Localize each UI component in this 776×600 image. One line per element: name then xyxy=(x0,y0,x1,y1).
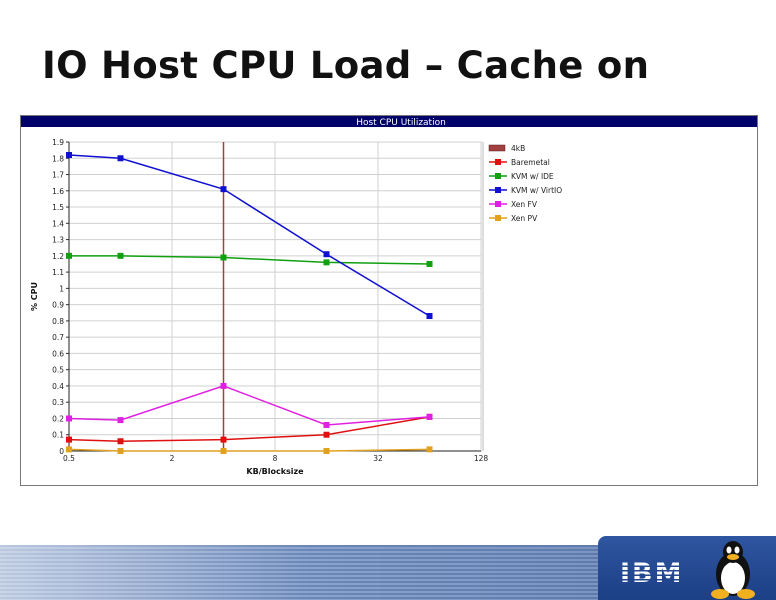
x-tick-label: 2 xyxy=(170,454,175,463)
data-point-1-4 xyxy=(426,260,433,267)
data-point-1-1 xyxy=(117,252,124,259)
y-tick-label: 1.7 xyxy=(52,171,64,180)
chart-svg: Host CPU Utilization 0 0.1 0.2 0.3 0.4 0.5 0.6 0… xyxy=(21,116,757,476)
legend-marker-2 xyxy=(495,187,501,193)
slide-title: IO Host CPU Load – Cache on xyxy=(42,44,650,87)
chart-title-bar xyxy=(21,116,757,127)
y-tick-label: 0.7 xyxy=(52,333,64,342)
y-tick-label: 0.5 xyxy=(52,366,64,375)
legend-marker-3 xyxy=(495,201,501,207)
x-tick-label: 0.5 xyxy=(63,454,75,463)
data-point-0-1 xyxy=(117,438,124,445)
legend-label-4kb: 4kB xyxy=(511,144,525,153)
y-tick-label: 0 xyxy=(59,447,64,456)
data-point-3-4 xyxy=(426,413,433,420)
data-point-4-0 xyxy=(66,446,72,453)
data-point-4-2 xyxy=(220,448,227,454)
y-tick-label: 1 xyxy=(59,284,64,293)
data-point-4-4 xyxy=(426,446,433,453)
x-tick-label: 8 xyxy=(273,454,278,463)
legend-marker-4 xyxy=(495,215,501,221)
data-point-2-0 xyxy=(66,152,72,159)
chart-title: Host CPU Utilization xyxy=(356,118,446,128)
ibm-logo: IBM xyxy=(620,558,684,589)
x-axis-label: KB/Blocksize xyxy=(246,467,304,476)
y-tick-label: 1.2 xyxy=(52,252,64,261)
data-point-3-0 xyxy=(66,415,72,422)
data-point-3-1 xyxy=(117,417,124,424)
y-tick-label: 1.4 xyxy=(52,219,64,228)
y-tick-label: 1.1 xyxy=(52,268,64,277)
legend-swatch-4kb xyxy=(488,144,506,152)
data-point-2-1 xyxy=(117,155,124,162)
y-axis-label: % CPU xyxy=(30,282,39,311)
y-tick-label: 0.1 xyxy=(52,431,64,440)
data-point-3-3 xyxy=(323,421,330,428)
data-point-2-2 xyxy=(220,186,227,193)
legend-label-0: Baremetal xyxy=(511,158,550,167)
x-tick-label: 32 xyxy=(373,454,383,463)
y-tick-label: 1.9 xyxy=(52,138,64,147)
y-tick-label: 0.2 xyxy=(52,414,64,423)
chart: Host CPU Utilization 0 0.1 0.2 0.3 0.4 0.5 0.6 0… xyxy=(20,115,758,486)
y-tick-label: 1.5 xyxy=(52,203,64,212)
data-point-1-3 xyxy=(323,259,330,266)
data-point-4-1 xyxy=(117,448,124,454)
data-point-0-0 xyxy=(66,436,72,443)
data-point-0-2 xyxy=(220,436,227,443)
data-point-3-2 xyxy=(220,382,227,389)
x-tick-label: 128 xyxy=(474,454,489,463)
legend-marker-1 xyxy=(495,173,501,179)
legend-label-4: Xen PV xyxy=(511,214,538,223)
data-point-1-0 xyxy=(66,252,72,259)
tux-penguin-icon xyxy=(711,541,755,599)
ibm-logo-box: IBM xyxy=(598,536,776,600)
y-tick-label: 0.9 xyxy=(52,301,64,310)
y-tick-label: 0.3 xyxy=(52,398,64,407)
legend-label-2: KVM w/ VirtIO xyxy=(511,186,562,195)
data-point-2-4 xyxy=(426,313,433,320)
y-tick-label: 1.6 xyxy=(52,187,64,196)
y-tick-label: 0.6 xyxy=(52,349,64,358)
data-point-2-3 xyxy=(323,251,330,258)
legend-label-3: Xen FV xyxy=(511,200,538,209)
legend-label-1: KVM w/ IDE xyxy=(511,172,554,181)
y-tick-label: 0.4 xyxy=(52,382,64,391)
data-point-0-3 xyxy=(323,431,330,438)
y-tick-label: 1.8 xyxy=(52,154,64,163)
y-tick-label: 1.3 xyxy=(52,236,64,245)
y-tick-label: 0.8 xyxy=(52,317,64,326)
data-point-4-3 xyxy=(323,448,330,454)
legend-marker-0 xyxy=(495,159,501,165)
data-point-1-2 xyxy=(220,254,227,261)
